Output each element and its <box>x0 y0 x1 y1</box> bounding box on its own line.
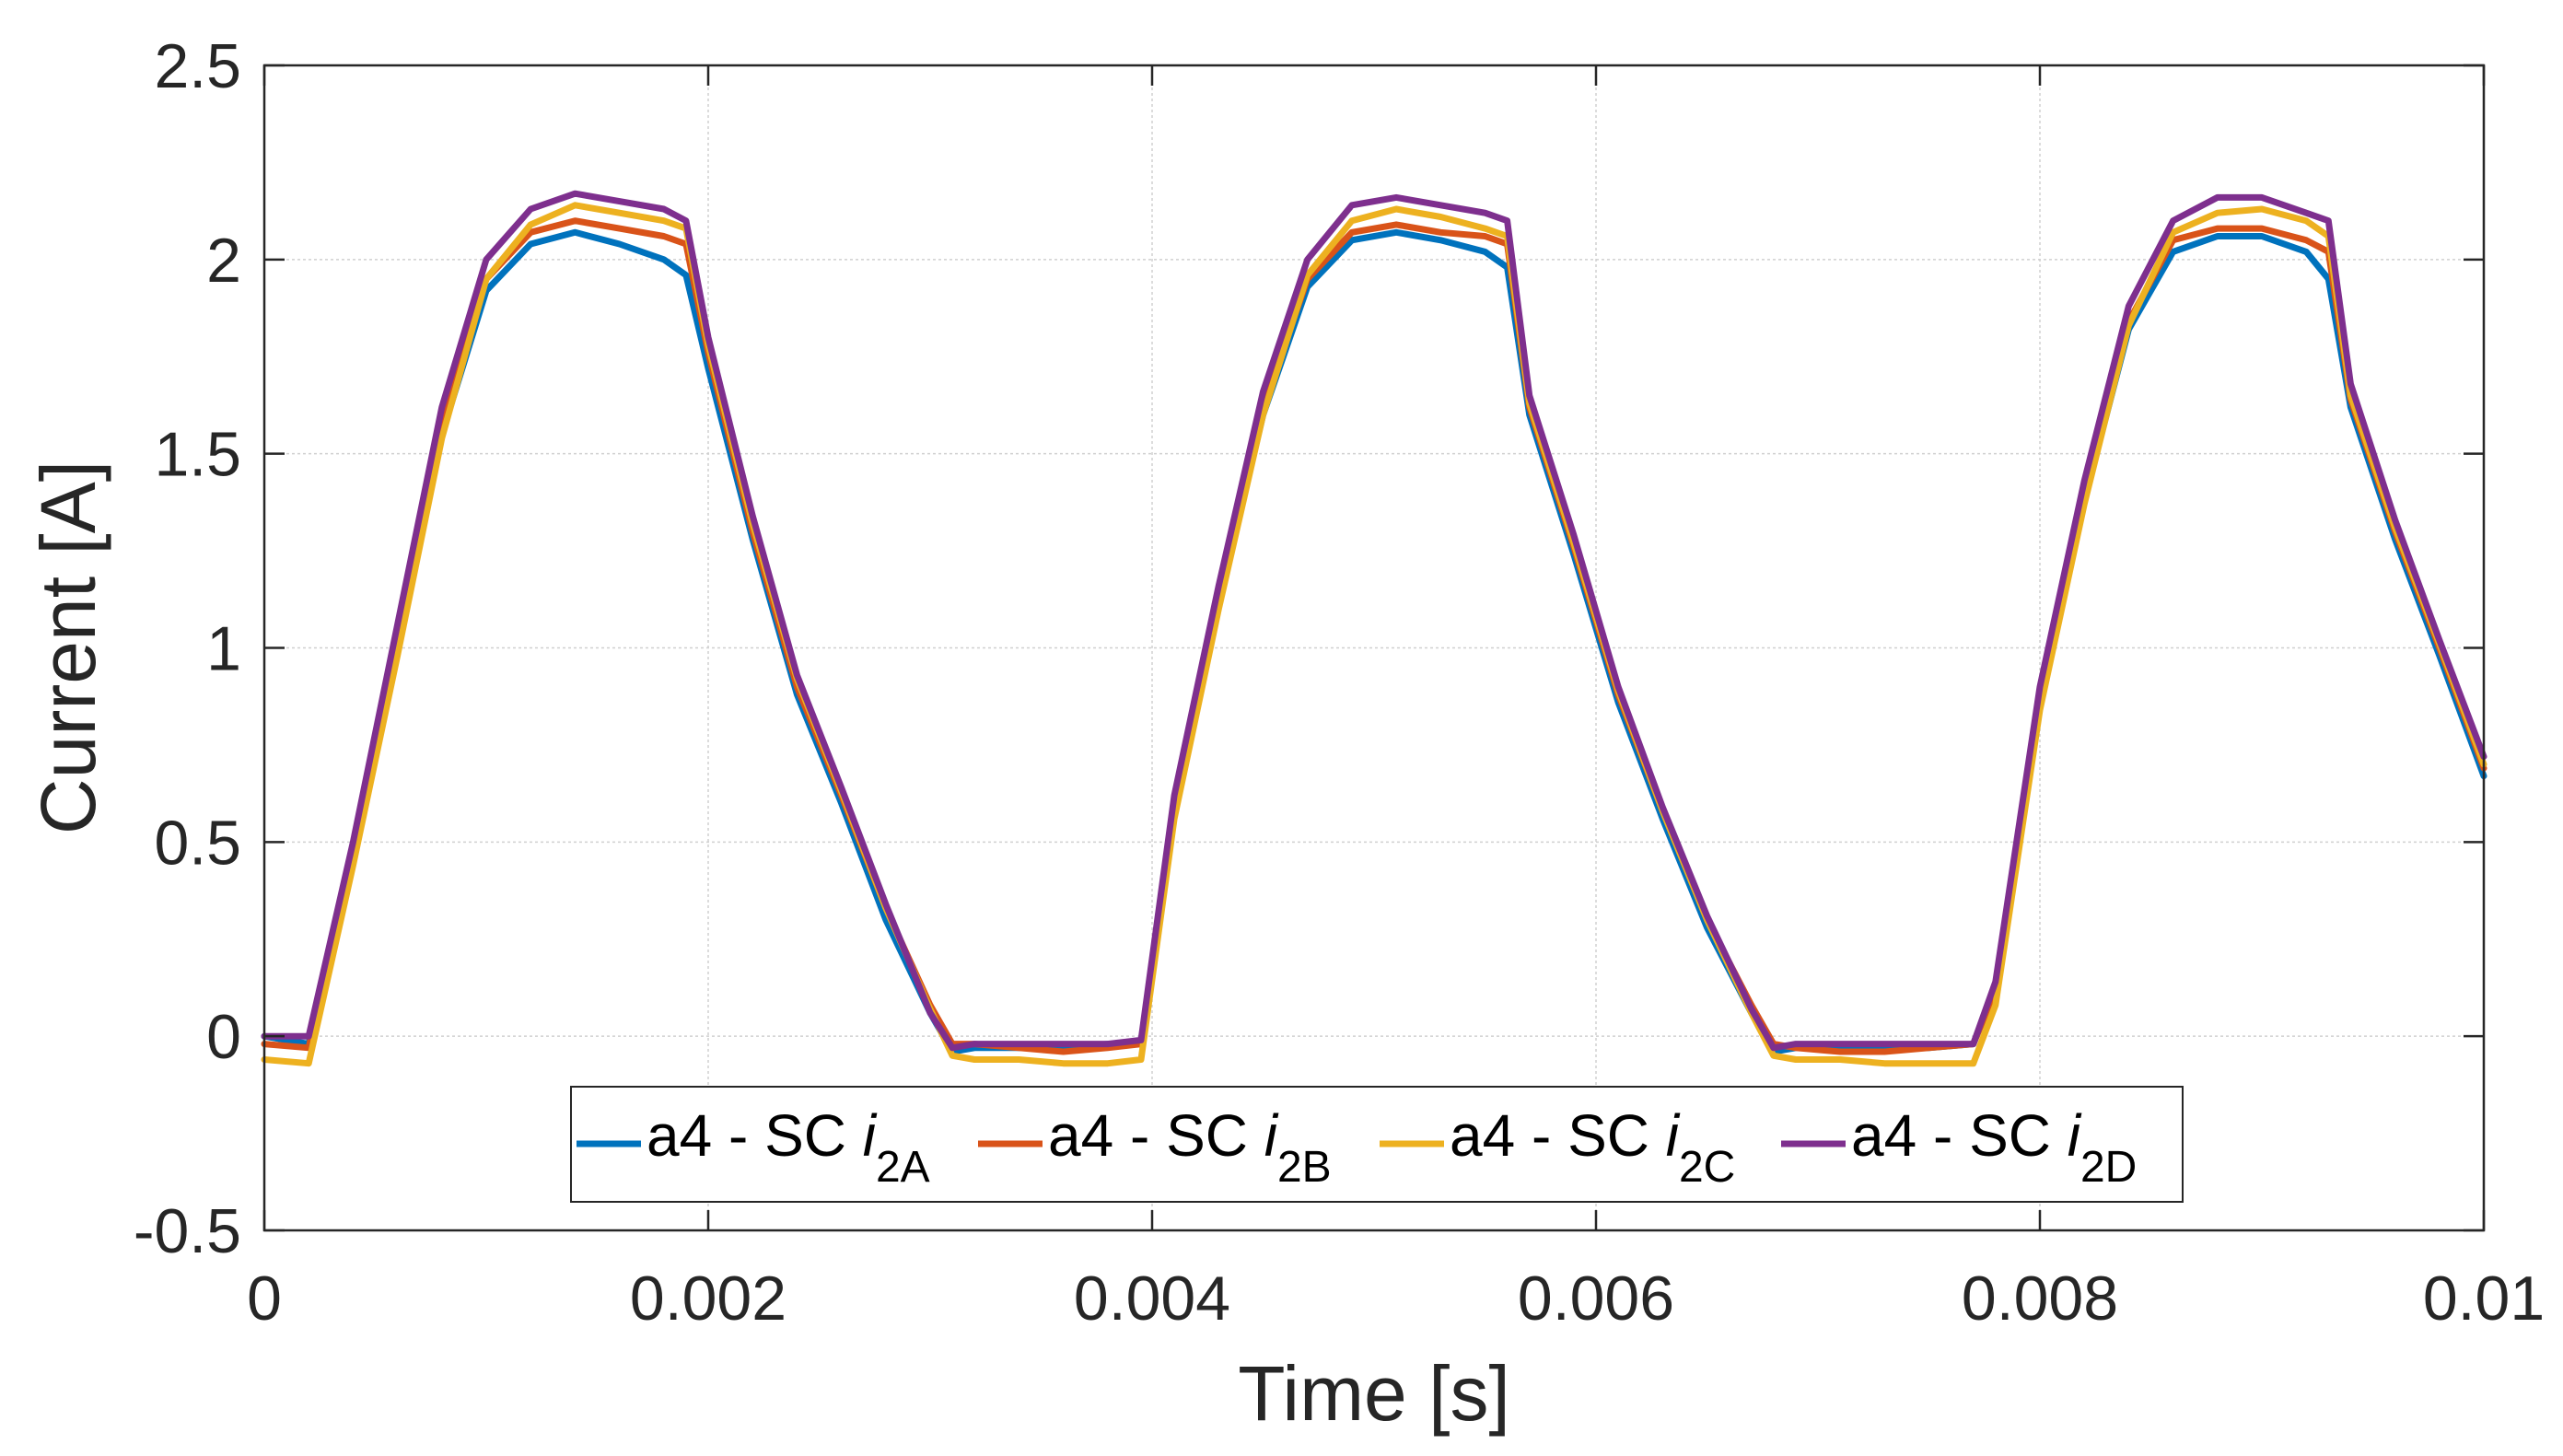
x-tick-label: 0.008 <box>1962 1264 2118 1334</box>
x-tick-label: 0.002 <box>630 1264 786 1334</box>
series-line-2d <box>261 190 2487 1052</box>
y-tick-label: -0.5 <box>134 1196 241 1266</box>
axis-ticks <box>262 64 2486 1232</box>
plot-area <box>264 65 2484 1230</box>
y-tick-label: 1.5 <box>154 420 241 490</box>
x-tick-label: 0.01 <box>2423 1264 2545 1334</box>
grid <box>264 65 2484 1230</box>
y-tick-label: 0.5 <box>154 808 241 878</box>
legend-box <box>570 1086 2184 1203</box>
y-tick-label: 0 <box>206 1002 241 1072</box>
legend: a4 - SC i2A a4 - SC i2B a4 - SC i2C a4 - SC… <box>570 1086 2184 1203</box>
y-axis-title: Current [A] <box>25 460 111 834</box>
x-tick-label: 0 <box>247 1264 282 1334</box>
y-tick-label: 2 <box>206 226 241 296</box>
y-tick-label: 2.5 <box>154 31 241 101</box>
x-tick-label: 0.006 <box>1518 1264 1674 1334</box>
y-tick-label: 1 <box>206 614 241 684</box>
legend-entry: a4 - SC i2C <box>1450 1102 1735 1192</box>
series-group <box>261 190 2487 1067</box>
x-tick-label: 0.004 <box>1074 1264 1230 1334</box>
x-axis-title: Time [s] <box>1238 1350 1510 1437</box>
legend-entry: a4 - SC i2A <box>647 1102 930 1192</box>
legend-entry: a4 - SC i2B <box>1048 1102 1332 1192</box>
legend-entry: a4 - SC i2D <box>1851 1102 2137 1192</box>
y-tick-labels: -0.5 0 0.5 1 1.5 2 2.5 <box>134 31 241 1266</box>
x-tick-labels: 0 0.002 0.004 0.006 0.008 0.01 <box>247 1264 2545 1334</box>
series-line-2c <box>261 202 2487 1067</box>
